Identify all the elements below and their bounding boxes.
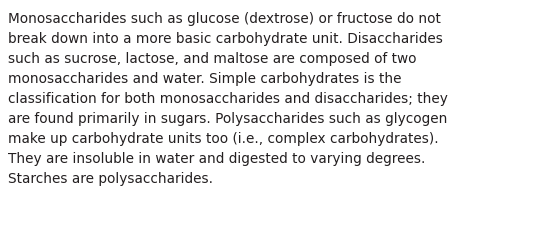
Text: Monosaccharides such as glucose (dextrose) or fructose do not
break down into a : Monosaccharides such as glucose (dextros… <box>8 11 448 185</box>
